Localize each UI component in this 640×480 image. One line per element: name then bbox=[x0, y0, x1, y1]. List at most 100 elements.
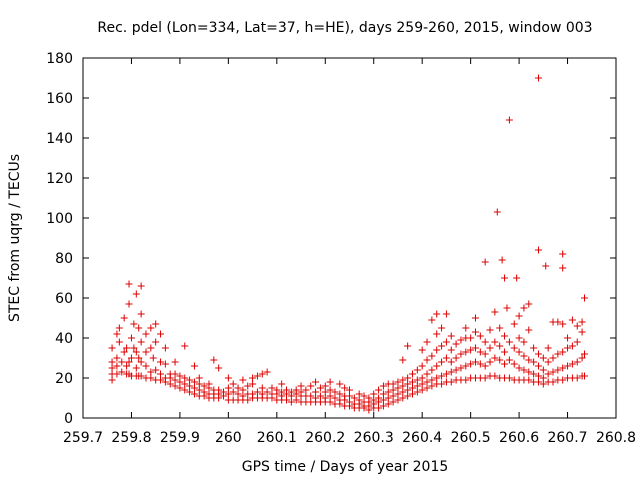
data-point bbox=[394, 384, 402, 392]
data-point bbox=[287, 388, 295, 396]
data-point bbox=[258, 384, 266, 392]
data-point bbox=[418, 346, 426, 354]
data-point bbox=[501, 274, 509, 282]
data-point bbox=[125, 358, 133, 366]
data-point bbox=[515, 348, 523, 356]
data-point bbox=[559, 264, 567, 272]
data-point bbox=[423, 378, 431, 386]
data-point bbox=[418, 374, 426, 382]
data-point bbox=[195, 374, 203, 382]
data-point bbox=[249, 380, 257, 388]
data-point bbox=[263, 388, 271, 396]
data-point bbox=[239, 386, 247, 394]
data-point bbox=[379, 402, 387, 410]
y-tick-label: 0 bbox=[64, 411, 73, 427]
data-point bbox=[297, 382, 305, 390]
data-point bbox=[568, 316, 576, 324]
data-point bbox=[137, 310, 145, 318]
data-point bbox=[554, 318, 562, 326]
data-point bbox=[442, 370, 450, 378]
data-point bbox=[408, 390, 416, 398]
data-point bbox=[224, 390, 232, 398]
data-point bbox=[498, 256, 506, 264]
data-point bbox=[520, 338, 528, 346]
data-point bbox=[554, 350, 562, 358]
data-point bbox=[486, 344, 494, 352]
data-point bbox=[559, 364, 567, 372]
x-tick-label: 260.7 bbox=[547, 430, 587, 446]
data-point bbox=[467, 334, 475, 342]
data-point bbox=[249, 390, 257, 398]
data-point bbox=[130, 344, 138, 352]
data-point bbox=[176, 378, 184, 386]
data-point bbox=[365, 394, 373, 402]
data-point bbox=[544, 370, 552, 378]
data-point bbox=[278, 380, 286, 388]
data-point bbox=[564, 334, 572, 342]
data-point bbox=[578, 354, 586, 362]
data-point bbox=[481, 258, 489, 266]
data-point bbox=[321, 394, 329, 402]
data-point bbox=[568, 360, 576, 368]
data-point bbox=[486, 326, 494, 334]
data-point bbox=[510, 344, 518, 352]
data-point bbox=[157, 370, 165, 378]
data-point bbox=[471, 344, 479, 352]
data-point bbox=[462, 324, 470, 332]
data-point bbox=[418, 380, 426, 388]
data-point bbox=[379, 382, 387, 390]
y-tick-label: 80 bbox=[55, 251, 73, 267]
data-point bbox=[190, 362, 198, 370]
x-tick-label: 259.7 bbox=[63, 430, 103, 446]
data-point bbox=[428, 366, 436, 374]
data-point bbox=[307, 382, 315, 390]
data-point bbox=[137, 282, 145, 290]
data-point bbox=[210, 356, 218, 364]
data-point bbox=[283, 386, 291, 394]
data-point bbox=[447, 378, 455, 386]
data-point bbox=[115, 338, 123, 346]
data-point bbox=[370, 390, 378, 398]
data-point bbox=[452, 354, 460, 362]
data-point bbox=[326, 392, 334, 400]
data-point bbox=[501, 332, 509, 340]
data-point bbox=[113, 362, 121, 370]
data-point bbox=[433, 330, 441, 338]
data-point bbox=[559, 320, 567, 328]
data-point bbox=[433, 310, 441, 318]
data-point bbox=[336, 390, 344, 398]
data-point bbox=[161, 344, 169, 352]
data-point bbox=[312, 388, 320, 396]
data-point bbox=[215, 364, 223, 372]
data-point bbox=[258, 390, 266, 398]
data-point bbox=[205, 380, 213, 388]
data-point bbox=[244, 396, 252, 404]
data-point bbox=[181, 374, 189, 382]
data-point bbox=[481, 338, 489, 346]
data-point bbox=[137, 372, 145, 380]
data-point bbox=[239, 376, 247, 384]
data-point bbox=[307, 392, 315, 400]
data-point bbox=[442, 310, 450, 318]
data-point bbox=[220, 388, 228, 396]
data-point bbox=[321, 382, 329, 390]
data-point bbox=[559, 250, 567, 258]
data-point bbox=[190, 378, 198, 386]
data-point bbox=[120, 314, 128, 322]
data-point bbox=[132, 364, 140, 372]
data-point bbox=[542, 262, 550, 270]
y-tick-label: 60 bbox=[55, 291, 73, 307]
data-point bbox=[142, 330, 150, 338]
data-point bbox=[316, 392, 324, 400]
data-point bbox=[486, 358, 494, 366]
data-point bbox=[152, 366, 160, 374]
data-point bbox=[249, 374, 257, 382]
data-point bbox=[147, 368, 155, 376]
data-point bbox=[346, 386, 353, 394]
data-point bbox=[520, 352, 528, 360]
data-point bbox=[123, 362, 131, 370]
data-point bbox=[149, 354, 157, 362]
data-point bbox=[360, 392, 368, 400]
data-point bbox=[157, 358, 165, 366]
